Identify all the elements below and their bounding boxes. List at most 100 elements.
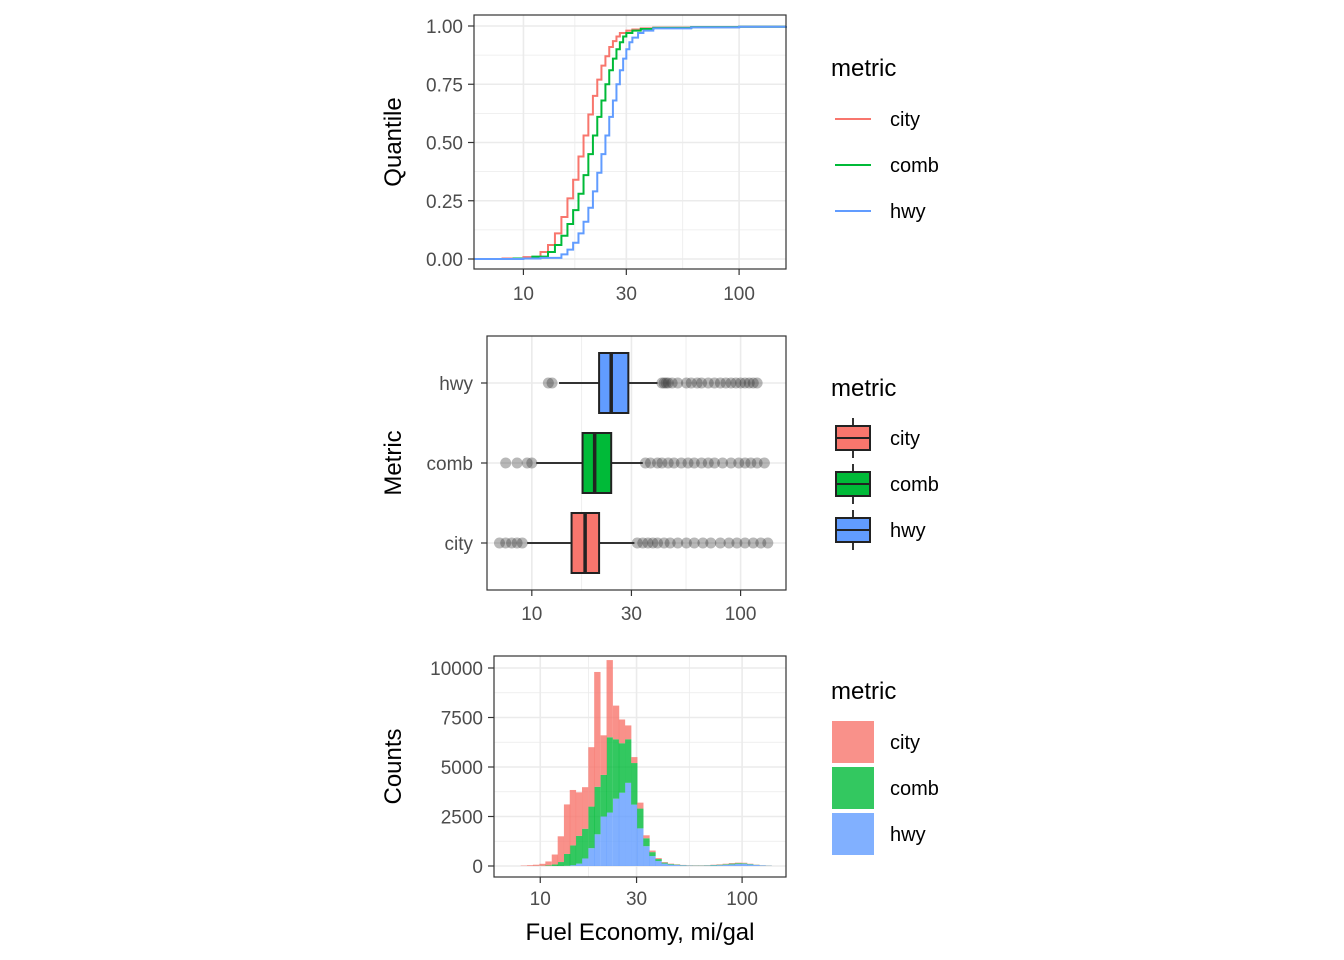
box-outlier-city (658, 537, 670, 549)
hist-bar-comb (722, 864, 729, 865)
hist-y-tick-label: 0 (472, 857, 483, 878)
hist-bar-city (649, 850, 656, 853)
box-y-axis-title: Metric (380, 430, 407, 495)
hist-bar-hwy (661, 863, 668, 866)
box-outlier-city (680, 537, 692, 549)
hist-y-axis-title: Counts (380, 728, 407, 804)
hist-bar-comb (563, 853, 571, 866)
box-outlier-comb (709, 457, 721, 469)
hist-x-tick-label: 30 (626, 889, 647, 910)
hist-bar-hwy (673, 865, 681, 866)
hist-bar-comb (588, 806, 595, 849)
box-outlier-comb (656, 457, 668, 469)
ecdf-y-tick-label: 0.25 (426, 192, 463, 213)
box-x-tick-label: 10 (521, 604, 542, 625)
hist-x-axis-title: Fuel Economy, mi/gal (526, 919, 755, 946)
box-outlier-city (631, 537, 643, 549)
box-outlier-hwy (660, 377, 672, 389)
box-outlier-hwy (685, 377, 697, 389)
ecdf-line-hwy (474, 25, 787, 260)
hist-bar-city (625, 725, 632, 740)
ecdf-legend-label-comb: comb (890, 155, 939, 177)
hist-x-tick-label: 100 (726, 889, 758, 910)
box-legend: metric city comb hwy (831, 375, 939, 550)
hist-bar-city (734, 862, 742, 864)
box-outlier-hwy (714, 377, 726, 389)
hist-bar-city (612, 705, 620, 740)
box-outlier-hwy (709, 377, 721, 389)
box-outlier-hwy (696, 377, 708, 389)
hist-bar-comb (734, 863, 742, 865)
hist-bar-comb (728, 863, 736, 865)
box-y-tick-label: comb (427, 454, 473, 475)
ecdf-legend: metric city comb hwy (831, 55, 939, 223)
box-outlier-comb (639, 457, 651, 469)
box-outlier-comb (668, 457, 680, 469)
hist-bar-comb (618, 743, 626, 793)
box-outlier-city (493, 537, 505, 549)
box-outlier-city (688, 537, 700, 549)
ecdf-chart: 0.00 0.25 0.50 0.75 1.00 10 30 100 Quantile metri… (380, 14, 939, 305)
hist-y-tick-label: 2500 (441, 808, 483, 829)
box-outlier-comb (702, 457, 714, 469)
box-outlier-city (731, 537, 743, 549)
box-outlier-city (705, 537, 717, 549)
hist-bar-comb (740, 863, 748, 864)
hist-legend-label-comb: comb (890, 778, 939, 800)
hist-bar-comb (661, 862, 668, 864)
ecdf-x-tick-label: 100 (723, 284, 755, 305)
box-outlier-comb (675, 457, 687, 469)
box-outlier-city (506, 537, 518, 549)
hist-bar-comb (612, 739, 620, 799)
box-outlier-hwy (672, 377, 684, 389)
hist-bar-city (539, 863, 546, 866)
hist-bar-hwy (759, 865, 766, 866)
hist-bar-city (557, 836, 565, 863)
box-outlier-hwy (747, 377, 759, 389)
hist-bar-comb (631, 763, 638, 805)
hist-bar-city (643, 835, 650, 839)
hist-bar-comb (600, 774, 607, 817)
hist-bar-hwy (569, 865, 577, 866)
box-legend-title: metric (831, 375, 896, 402)
box-outlier-city (714, 537, 726, 549)
box-outlier-hwy (680, 377, 692, 389)
box-legend-label-comb: comb (890, 474, 939, 496)
hist-bar-comb (637, 808, 644, 829)
hist-bar-hwy (679, 865, 687, 866)
box-outlier-comb (652, 457, 664, 469)
box-outlier-comb (511, 457, 523, 469)
hist-bar-comb (606, 737, 613, 813)
hist-legend-label-hwy: hwy (890, 824, 926, 846)
box-outlier-city (762, 537, 774, 549)
hist-bar-hwy (612, 798, 620, 866)
ecdf-line-comb (474, 25, 787, 260)
box-outlier-city (500, 537, 512, 549)
hist-bar-hwy (594, 834, 601, 866)
hist-bar-hwy (625, 782, 632, 866)
box-outlier-hwy (730, 377, 742, 389)
ecdf-y-tick-label: 1.00 (426, 17, 463, 38)
box-outlier-hwy (751, 377, 763, 389)
box-outlier-hwy (546, 377, 558, 389)
hist-bar-hwy (753, 865, 760, 866)
box-outlier-hwy (658, 377, 670, 389)
hist-bar-city (594, 671, 601, 787)
hist-y-tick-label: 7500 (441, 709, 483, 730)
box-legend-label-hwy: hwy (890, 520, 926, 542)
hist-bar-comb (575, 835, 583, 864)
ecdf-x-tick-label: 10 (513, 284, 534, 305)
box-outlier-comb (758, 457, 770, 469)
box-outlier-hwy (720, 377, 732, 389)
box-outlier-hwy (739, 377, 751, 389)
hist-bar-hwy (606, 812, 613, 866)
hist-bar-city (545, 861, 552, 866)
hist-bar-hwy (637, 828, 644, 866)
box-outlier-city (637, 537, 649, 549)
box-outlier-hwy (725, 377, 737, 389)
hist-bar-hwy (747, 864, 754, 866)
hist-bar-city (527, 865, 534, 866)
box-outlier-city (697, 537, 709, 549)
hist-bar-hwy (649, 856, 656, 866)
